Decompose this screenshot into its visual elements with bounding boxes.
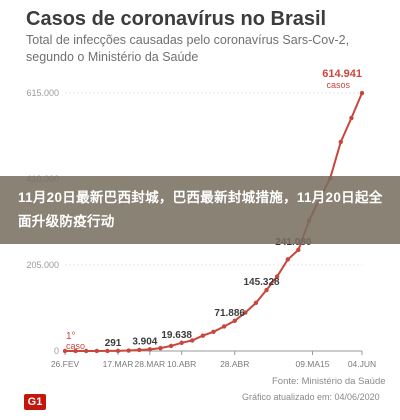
article-headline[interactable]: 11月20日最新巴西封城，巴西最新封城措施，11月20日起全面升级防疫行动 [18, 190, 383, 229]
data-labels: 1°caso2913.90419.63871.886145.328241.080… [66, 68, 362, 351]
data-point [211, 329, 216, 335]
x-tick-label: 09.MA15 [295, 359, 329, 369]
data-point [147, 347, 153, 352]
data-point [190, 338, 195, 343]
data-point [296, 247, 301, 253]
data-point [105, 348, 110, 354]
data-label: 614.941 [322, 68, 362, 80]
data-label-unit: casos [326, 80, 350, 90]
data-point [168, 343, 174, 349]
data-label-unit: caso [66, 341, 85, 351]
data-point [200, 333, 206, 338]
x-tick-label: 28.MAR [134, 359, 165, 369]
article-headline-overlay: 11月20日最新巴西封城，巴西最新封城措施，11月20日起全面升级防疫行动 [0, 176, 400, 244]
source-note: Fonte: Ministério da Saúde [272, 376, 386, 387]
data-point [264, 287, 269, 293]
data-label: 19.638 [161, 330, 192, 341]
data-label: 1° [66, 331, 76, 342]
data-label: 291 [105, 338, 122, 349]
updated-note: Gráfico atualizado em: 04/06/2020 [242, 392, 380, 402]
data-label: 145.328 [243, 277, 280, 288]
x-axis-ticks: 26.FEV 17.MAR 28.MAR 10.ABR 28.ABR 09.MA15 04.… [51, 351, 376, 369]
data-point [126, 348, 131, 353]
y-tick-label: 205.000 [26, 260, 59, 270]
footer [0, 386, 400, 420]
chart-title: Casos de coronavírus no Brasil [26, 8, 327, 30]
data-point [84, 348, 89, 354]
x-tick-label: 10.ABR [167, 359, 196, 369]
x-tick-label: 17.MAR [103, 359, 134, 369]
data-point [243, 310, 248, 315]
data-point [73, 348, 78, 354]
data-point [221, 324, 227, 329]
data-point [158, 345, 163, 351]
chart-subtitle: Total de infecções causadas pelo coronav… [26, 33, 350, 64]
data-point [232, 318, 237, 324]
data-point [285, 257, 290, 262]
data-label: 71.886 [214, 308, 245, 319]
data-point [94, 348, 100, 354]
data-point [349, 115, 354, 121]
data-point [137, 347, 142, 353]
x-tick-label: 26.FEV [51, 359, 80, 369]
y-tick-label: 615.000 [26, 88, 59, 98]
g1-logo: G1 [24, 394, 46, 410]
data-point [338, 139, 343, 145]
x-tick-label: 28.ABR [220, 359, 249, 369]
y-tick-label: 0 [54, 346, 59, 356]
data-point [274, 274, 280, 279]
data-label: 3.904 [132, 336, 157, 347]
data-point [115, 348, 121, 354]
data-point [62, 348, 68, 354]
x-tick-label: 04.JUN [348, 359, 376, 369]
data-point [253, 300, 259, 306]
data-point [179, 340, 184, 345]
data-point [359, 90, 365, 96]
